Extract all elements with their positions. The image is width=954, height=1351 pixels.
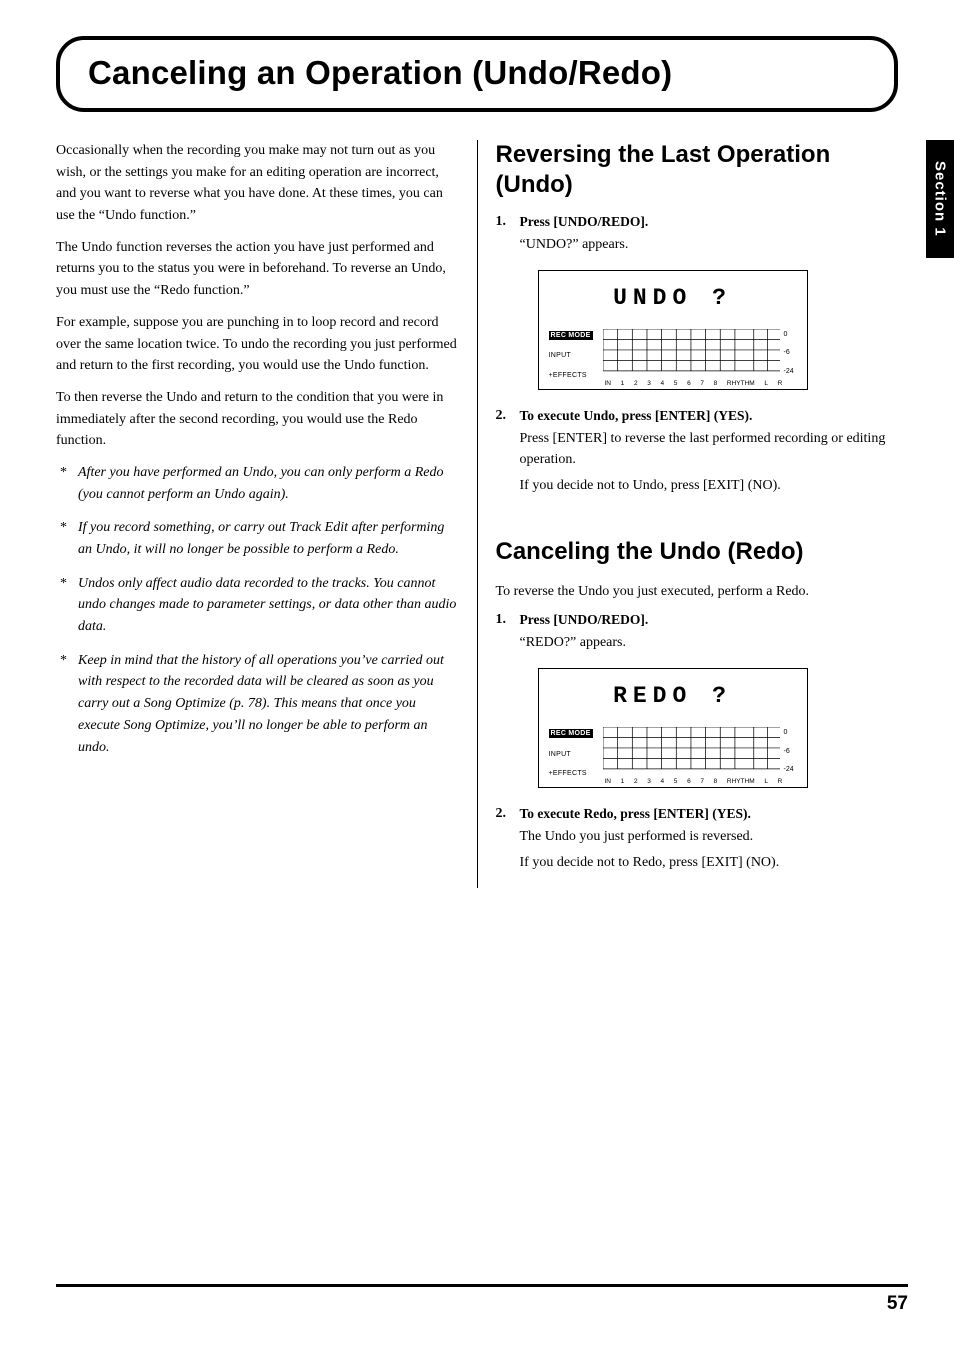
note-item: After you have performed an Undo, you ca…	[56, 462, 459, 505]
redo-intro: To reverse the Undo you just executed, p…	[496, 581, 899, 603]
redo-heading: Canceling the Undo (Redo)	[496, 537, 899, 567]
undo-heading: Reversing the Last Operation (Undo)	[496, 140, 899, 200]
lcd-axis: IN 1 2 3 4 5 6 7 8 RHYTHM L R	[605, 778, 783, 785]
lcd-label-recmode: REC MODE	[549, 729, 593, 738]
step-result: “REDO?” appears.	[520, 632, 899, 654]
lcd-label-effects: +EFFECTS	[549, 770, 603, 777]
column-left: Occasionally when the recording you make…	[56, 140, 477, 888]
note-item: Keep in mind that the history of all ope…	[56, 650, 459, 758]
page-number: 57	[887, 1293, 908, 1314]
step-number: 1.	[496, 612, 520, 658]
step-text: If you decide not to Undo, press [EXIT] …	[520, 475, 899, 497]
step-text: If you decide not to Redo, press [EXIT] …	[520, 852, 899, 874]
lcd-scale-24: -24	[784, 368, 794, 375]
lcd-scale-0: 0	[784, 331, 788, 338]
step-number: 2.	[496, 806, 520, 877]
intro-paragraph: For example, suppose you are punching in…	[56, 312, 459, 377]
undo-step-1: 1. Press [UNDO/REDO]. “UNDO?” appears.	[496, 214, 899, 260]
step-instruction: Press [UNDO/REDO].	[520, 214, 899, 230]
note-item: If you record something, or carry out Tr…	[56, 517, 459, 560]
title-frame: Canceling an Operation (Undo/Redo)	[56, 36, 898, 112]
lcd-text: REDO ?	[539, 669, 807, 709]
lcd-redo: REDO ? REC MODE INPUT +EFFECTS	[538, 668, 808, 788]
lcd-axis: IN 1 2 3 4 5 6 7 8 RHYTHM L R	[605, 380, 783, 387]
intro-paragraph: To then reverse the Undo and return to t…	[56, 387, 459, 452]
lcd-label-input: INPUT	[549, 751, 603, 758]
redo-step-1: 1. Press [UNDO/REDO]. “REDO?” appears.	[496, 612, 899, 658]
lcd-scale-6: -6	[784, 349, 790, 356]
lcd-text: UNDO ?	[539, 271, 807, 311]
lcd-scale-24: -24	[784, 766, 794, 773]
step-instruction: To execute Redo, press [ENTER] (YES).	[520, 806, 899, 822]
step-instruction: Press [UNDO/REDO].	[520, 612, 899, 628]
intro-paragraph: The Undo function reverses the action yo…	[56, 237, 459, 302]
column-right: Reversing the Last Operation (Undo) 1. P…	[478, 140, 899, 888]
redo-step-2: 2. To execute Redo, press [ENTER] (YES).…	[496, 806, 899, 877]
step-text: Press [ENTER] to reverse the last perfor…	[520, 428, 899, 471]
undo-step-2: 2. To execute Undo, press [ENTER] (YES).…	[496, 408, 899, 501]
intro-paragraph: Occasionally when the recording you make…	[56, 140, 459, 227]
step-result: “UNDO?” appears.	[520, 234, 899, 256]
step-text: The Undo you just performed is reversed.	[520, 826, 899, 848]
step-number: 1.	[496, 214, 520, 260]
lcd-label-effects: +EFFECTS	[549, 372, 603, 379]
page-footer: 57	[56, 1284, 908, 1315]
lcd-label-input: INPUT	[549, 352, 603, 359]
step-instruction: To execute Undo, press [ENTER] (YES).	[520, 408, 899, 424]
lcd-meter-grid	[603, 329, 781, 383]
lcd-meter-grid	[603, 727, 781, 781]
lcd-scale-6: -6	[784, 748, 790, 755]
lcd-scale-0: 0	[784, 729, 788, 736]
section-tab: Section 1	[926, 140, 954, 258]
page-title: Canceling an Operation (Undo/Redo)	[88, 54, 866, 92]
step-number: 2.	[496, 408, 520, 501]
notes-list: After you have performed an Undo, you ca…	[56, 462, 459, 758]
note-item: Undos only affect audio data recorded to…	[56, 573, 459, 638]
lcd-undo: UNDO ? REC MODE INPUT +EFFECTS	[538, 270, 808, 390]
lcd-label-recmode: REC MODE	[549, 331, 593, 340]
